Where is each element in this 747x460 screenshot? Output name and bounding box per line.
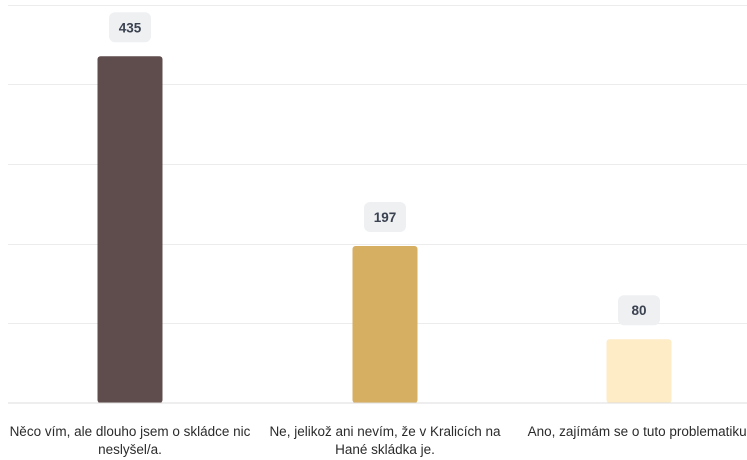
x-tick-label: Ne, jelikož ani nevím, že v Kralicích na… — [269, 424, 501, 457]
x-tick-label: Ano, zajímám se o tuto problematiku. — [527, 424, 747, 439]
data-label-badge — [618, 295, 660, 326]
data-label: 197 — [374, 210, 397, 225]
data-label-badge — [109, 12, 151, 43]
data-label-badge — [364, 201, 406, 232]
bar — [606, 339, 672, 403]
data-label: 435 — [119, 20, 142, 35]
bars — [97, 56, 672, 404]
bar — [352, 245, 418, 403]
x-tick-label: Něco vím, ale dlouho jsem o skládce nic … — [9, 424, 251, 457]
data-label: 80 — [631, 303, 646, 318]
bar — [97, 56, 163, 404]
data-labels: 435 197 80 — [109, 12, 660, 326]
